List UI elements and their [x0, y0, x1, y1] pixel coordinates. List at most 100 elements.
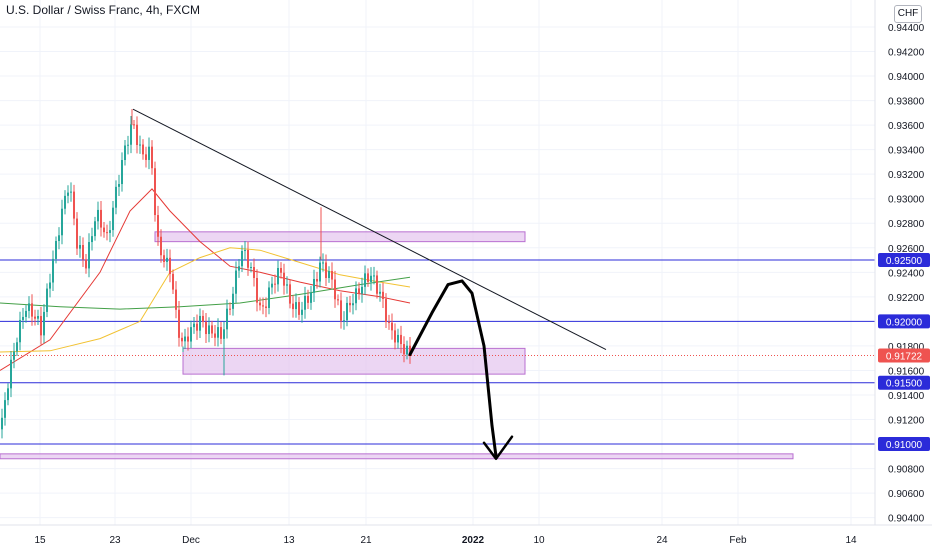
- candle-body: [247, 250, 249, 268]
- y-tick-label: 0.94400: [888, 23, 925, 34]
- candle-body: [22, 316, 24, 320]
- y-tick-label: 0.93800: [888, 97, 925, 108]
- zone-rect: [0, 453, 794, 460]
- moving-average-line: [0, 276, 411, 310]
- candle-body: [346, 302, 348, 321]
- candles: [1, 109, 411, 439]
- candle-body: [232, 293, 234, 309]
- candle-body: [103, 227, 105, 233]
- candle-body: [49, 282, 51, 289]
- candle-body: [241, 250, 243, 267]
- candle-body: [34, 316, 36, 319]
- candle-body: [190, 327, 192, 342]
- candle-body: [235, 270, 237, 294]
- candle-body: [181, 337, 183, 342]
- candle-body: [229, 308, 231, 310]
- candle-body: [37, 316, 39, 319]
- chart-title: U.S. Dollar / Swiss Franc, 4h, FXCM: [6, 3, 201, 17]
- candle-body: [13, 351, 15, 360]
- candle-body: [379, 291, 381, 294]
- candle-body: [283, 272, 285, 286]
- candle-body: [328, 271, 330, 279]
- level-label: 0.91000: [886, 440, 923, 451]
- candle-body: [319, 262, 321, 282]
- candle-body: [391, 322, 393, 331]
- candle-body: [358, 288, 360, 294]
- candle-body: [130, 124, 132, 145]
- candle-body: [349, 302, 351, 306]
- candle-body: [187, 336, 189, 342]
- x-tick-label: Feb: [729, 535, 747, 546]
- y-tick-label: 0.93400: [888, 146, 925, 157]
- candle-body: [271, 283, 273, 288]
- candle-body: [352, 303, 354, 306]
- x-tick-label: 24: [656, 535, 668, 546]
- candle-body: [46, 288, 48, 312]
- y-tick-label: 0.92600: [888, 244, 925, 255]
- time-axis[interactable]: 15 23 Dec 13 21 2022 10 24 Feb 14: [0, 524, 932, 550]
- candle-body: [25, 310, 27, 317]
- candle-body: [97, 209, 99, 222]
- candle-body: [133, 124, 135, 126]
- level-label: 0.91500: [886, 379, 923, 390]
- candle-body: [106, 232, 108, 234]
- zone-rect: [154, 231, 526, 243]
- candle-body: [274, 283, 276, 285]
- candle-body: [73, 191, 75, 219]
- x-tick-label: 2022: [462, 535, 485, 546]
- candle-body: [28, 303, 30, 311]
- candle-body: [385, 299, 387, 323]
- x-tick-label: 13: [283, 535, 295, 546]
- candle-body: [160, 236, 162, 256]
- y-tick-label: 0.94000: [888, 72, 925, 83]
- candle-body: [55, 240, 57, 259]
- candle-body: [397, 334, 399, 343]
- y-tick-label: 0.94200: [888, 48, 925, 59]
- candle-body: [208, 325, 210, 335]
- candle-body: [307, 295, 309, 303]
- candle-body: [238, 266, 240, 271]
- x-tick-label: 14: [845, 535, 857, 546]
- candle-body: [7, 388, 9, 401]
- candle-body: [1, 417, 3, 430]
- candle-body: [334, 279, 336, 300]
- candle-body: [112, 207, 114, 231]
- candle-body: [220, 327, 222, 339]
- price-axis-bg: [875, 0, 932, 550]
- candle-body: [292, 303, 294, 310]
- candle-body: [268, 287, 270, 308]
- candle-body: [388, 322, 390, 324]
- candle-body: [10, 359, 12, 389]
- zones: [0, 231, 794, 460]
- candle-body: [64, 195, 66, 209]
- currency-badge[interactable]: CHF: [894, 5, 922, 23]
- candle-body: [373, 275, 375, 277]
- y-tick-label: 0.91800: [888, 342, 925, 353]
- level-label-bg: [878, 437, 930, 452]
- candle-body: [40, 316, 42, 336]
- candle-body: [157, 215, 159, 237]
- candle-body: [43, 311, 45, 336]
- level-label-bg: [878, 314, 930, 329]
- candle-body: [313, 278, 315, 293]
- candle-body: [214, 333, 216, 338]
- y-tick-label: 0.91400: [888, 391, 925, 402]
- candle-body: [91, 236, 93, 243]
- y-tick-label: 0.93600: [888, 121, 925, 132]
- candle-body: [253, 267, 255, 279]
- price-axis[interactable]: 0.94400 0.94200 0.94000 0.93800 0.93600 0.934…: [874, 0, 932, 550]
- candle-body: [406, 345, 408, 355]
- candle-body: [298, 302, 300, 315]
- candle-body: [163, 255, 165, 263]
- candle-body: [61, 208, 63, 236]
- candle-body: [193, 323, 195, 328]
- candle-body: [154, 168, 156, 216]
- candle-body: [124, 145, 126, 161]
- candle-body: [184, 336, 186, 342]
- projection-path: [408, 279, 498, 458]
- y-tick-label: 0.92400: [888, 268, 925, 279]
- candle-body: [217, 327, 219, 338]
- candle-body: [139, 144, 141, 146]
- projection: [408, 279, 514, 461]
